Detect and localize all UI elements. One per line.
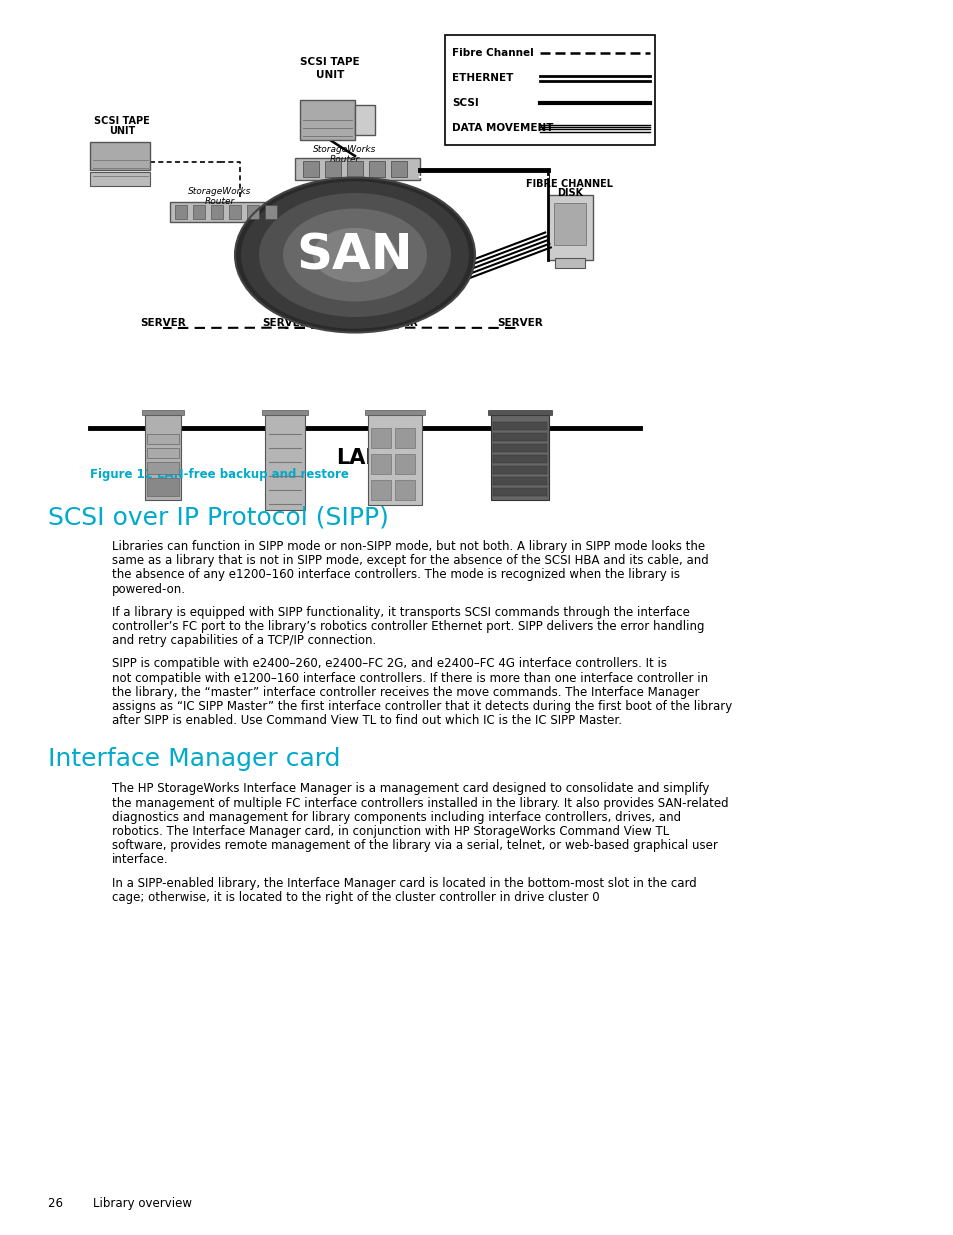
Text: powered-on.: powered-on. bbox=[112, 583, 186, 595]
Bar bbox=[147, 478, 179, 496]
Bar bbox=[444, 35, 655, 144]
Text: SCSI over IP Protocol (SIPP): SCSI over IP Protocol (SIPP) bbox=[48, 505, 389, 529]
Bar bbox=[147, 462, 179, 474]
Text: cage; otherwise, it is located to the right of the cluster controller in drive c: cage; otherwise, it is located to the ri… bbox=[112, 890, 599, 904]
Text: SERVER: SERVER bbox=[140, 317, 186, 329]
Ellipse shape bbox=[234, 178, 475, 332]
Text: SERVER: SERVER bbox=[372, 317, 417, 329]
Text: StorageWorks: StorageWorks bbox=[313, 144, 376, 154]
Text: diagnostics and management for library components including interface controller: diagnostics and management for library c… bbox=[112, 811, 680, 824]
Bar bbox=[90, 172, 150, 186]
Text: The HP StorageWorks Interface Manager is a management card designed to consolida: The HP StorageWorks Interface Manager is… bbox=[112, 783, 709, 795]
Bar bbox=[193, 205, 205, 219]
Bar bbox=[325, 161, 340, 177]
Ellipse shape bbox=[313, 228, 396, 282]
Bar bbox=[368, 415, 421, 505]
Bar bbox=[493, 433, 546, 441]
Text: the absence of any e1200–160 interface controllers. The mode is recognized when : the absence of any e1200–160 interface c… bbox=[112, 568, 679, 582]
Text: 26        Library overview: 26 Library overview bbox=[48, 1197, 192, 1210]
Bar bbox=[493, 477, 546, 485]
Bar bbox=[493, 466, 546, 474]
Text: LAN: LAN bbox=[336, 448, 383, 468]
Text: same as a library that is not in SIPP mode, except for the absence of the SCSI H: same as a library that is not in SIPP mo… bbox=[112, 555, 708, 567]
Bar bbox=[355, 105, 375, 135]
Text: and retry capabilities of a TCP/IP connection.: and retry capabilities of a TCP/IP conne… bbox=[112, 635, 375, 647]
Text: UNIT: UNIT bbox=[109, 126, 135, 136]
Ellipse shape bbox=[283, 209, 427, 301]
Bar bbox=[371, 454, 391, 474]
Bar bbox=[371, 480, 391, 500]
Bar bbox=[365, 410, 424, 415]
Bar bbox=[347, 161, 363, 177]
Text: not compatible with e1200–160 interface controllers. If there is more than one i: not compatible with e1200–160 interface … bbox=[112, 672, 707, 684]
Text: controller’s FC port to the library’s robotics controller Ethernet port. SIPP de: controller’s FC port to the library’s ro… bbox=[112, 620, 703, 634]
Bar bbox=[170, 203, 285, 222]
Bar bbox=[174, 205, 187, 219]
Text: Figure 12 LAN-free backup and restore: Figure 12 LAN-free backup and restore bbox=[90, 468, 349, 480]
Text: In a SIPP-enabled library, the Interface Manager card is located in the bottom-m: In a SIPP-enabled library, the Interface… bbox=[112, 877, 696, 889]
Bar bbox=[145, 415, 181, 500]
Bar bbox=[90, 142, 150, 170]
Text: SCSI TAPE: SCSI TAPE bbox=[300, 57, 359, 67]
Bar bbox=[371, 429, 391, 448]
Bar bbox=[493, 454, 546, 463]
Bar bbox=[493, 422, 546, 430]
Bar bbox=[493, 488, 546, 496]
Bar bbox=[391, 161, 407, 177]
Text: the library, the “master” interface controller receives the move commands. The I: the library, the “master” interface cont… bbox=[112, 685, 699, 699]
Bar bbox=[147, 433, 179, 445]
Text: Interface Manager card: Interface Manager card bbox=[48, 747, 340, 772]
Text: robotics. The Interface Manager card, in conjunction with HP StorageWorks Comman: robotics. The Interface Manager card, in… bbox=[112, 825, 669, 839]
Text: assigns as “IC SIPP Master” the first interface controller that it detects durin: assigns as “IC SIPP Master” the first in… bbox=[112, 700, 732, 713]
Text: UNIT: UNIT bbox=[315, 70, 344, 80]
Bar bbox=[142, 410, 184, 415]
Text: FIBRE CHANNEL: FIBRE CHANNEL bbox=[526, 179, 613, 189]
Bar bbox=[554, 203, 585, 245]
Bar bbox=[395, 480, 415, 500]
Bar bbox=[229, 205, 241, 219]
Bar bbox=[262, 410, 308, 415]
Bar bbox=[299, 100, 355, 140]
Text: SCSI: SCSI bbox=[452, 98, 478, 107]
Bar bbox=[265, 205, 276, 219]
Bar bbox=[395, 429, 415, 448]
Text: software, provides remote management of the library via a serial, telnet, or web: software, provides remote management of … bbox=[112, 840, 717, 852]
Bar bbox=[493, 445, 546, 452]
Text: If a library is equipped with SIPP functionality, it transports SCSI commands th: If a library is equipped with SIPP funct… bbox=[112, 606, 689, 619]
Text: the management of multiple FC interface controllers installed in the library. It: the management of multiple FC interface … bbox=[112, 797, 728, 810]
Bar bbox=[147, 448, 179, 458]
Text: Libraries can function in SIPP mode or non-SIPP mode, but not both. A library in: Libraries can function in SIPP mode or n… bbox=[112, 540, 704, 553]
Text: SERVER: SERVER bbox=[262, 317, 308, 329]
Bar bbox=[395, 454, 415, 474]
Bar bbox=[211, 205, 223, 219]
Text: SIPP is compatible with e2400–260, e2400–FC 2G, and e2400–FC 4G interface contro: SIPP is compatible with e2400–260, e2400… bbox=[112, 657, 666, 671]
Bar bbox=[547, 195, 593, 261]
Text: DISK: DISK bbox=[557, 188, 582, 198]
Bar bbox=[555, 258, 584, 268]
Text: Fibre Channel: Fibre Channel bbox=[452, 48, 533, 58]
Text: ETHERNET: ETHERNET bbox=[452, 73, 513, 83]
Text: SAN: SAN bbox=[296, 231, 413, 279]
Text: interface.: interface. bbox=[112, 853, 169, 867]
Text: Router: Router bbox=[205, 198, 234, 206]
Text: Router: Router bbox=[330, 156, 359, 164]
Text: DATA MOVEMENT: DATA MOVEMENT bbox=[452, 124, 553, 133]
Text: after SIPP is enabled. Use Command View TL to find out which IC is the IC SIPP M: after SIPP is enabled. Use Command View … bbox=[112, 714, 621, 727]
Ellipse shape bbox=[258, 193, 451, 317]
Ellipse shape bbox=[241, 182, 469, 329]
Bar bbox=[491, 415, 548, 500]
Bar bbox=[369, 161, 385, 177]
Bar bbox=[265, 415, 305, 510]
Text: SERVER: SERVER bbox=[497, 317, 542, 329]
Bar bbox=[488, 410, 552, 415]
Bar bbox=[303, 161, 318, 177]
Bar bbox=[294, 158, 419, 180]
Text: StorageWorks: StorageWorks bbox=[188, 186, 252, 196]
Bar bbox=[247, 205, 258, 219]
Text: SCSI TAPE: SCSI TAPE bbox=[94, 116, 150, 126]
